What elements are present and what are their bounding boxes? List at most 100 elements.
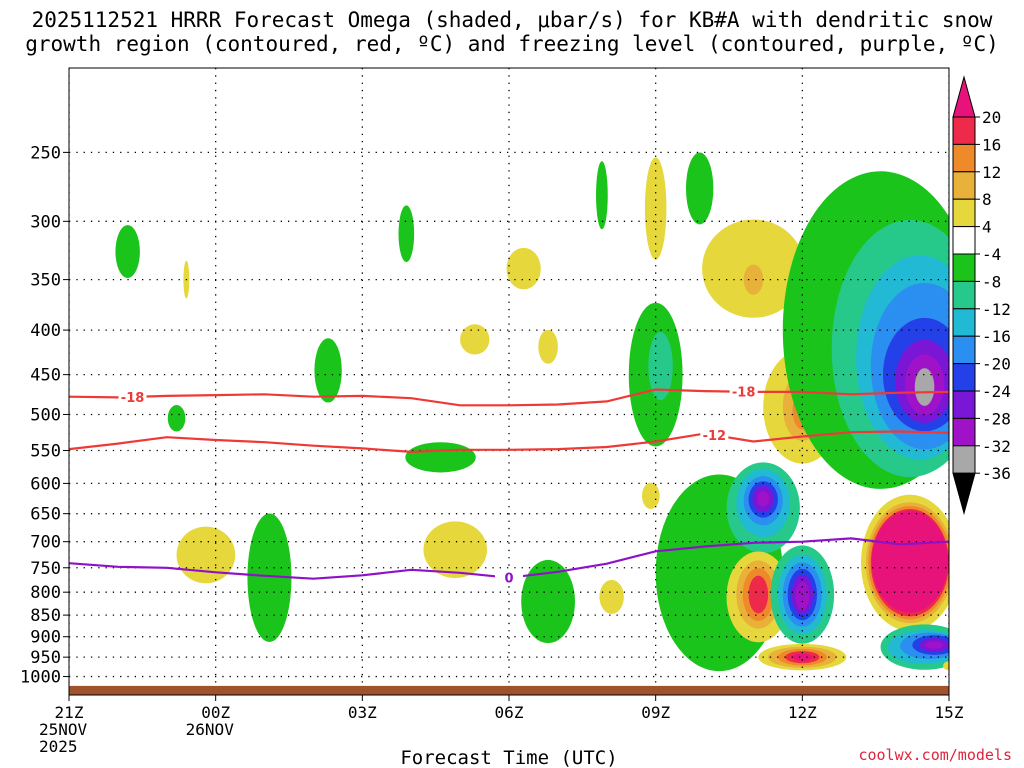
colorbar-segment [952, 253, 976, 282]
y-tick-label: 900 [30, 628, 61, 648]
omega-region [596, 161, 608, 230]
omega-region [176, 526, 236, 584]
isotherm-label: -18 [121, 391, 145, 406]
omega-region [599, 579, 624, 614]
omega-region [247, 513, 292, 643]
omega-region [641, 482, 660, 510]
omega-region [792, 653, 813, 661]
colorbar-segment [952, 198, 976, 228]
colorbar-label: 8 [982, 190, 992, 209]
y-tick-label: 400 [30, 321, 61, 341]
site-credit: coolwx.com/models [858, 746, 1012, 764]
colorbar-label: -32 [982, 437, 1011, 456]
colorbar: 20 16 12 8 4 -4 -8 -12 -16 -20 -24 -28 -32 -36 [952, 75, 1011, 516]
y-tick-label: 1000 [20, 668, 61, 688]
y-tick-label: 850 [30, 606, 61, 626]
colorbar-segment [952, 390, 976, 419]
colorbar-segment [952, 335, 976, 365]
colorbar-label: -28 [982, 409, 1011, 428]
y-tick-label: 700 [30, 533, 61, 553]
colorbar-segment [952, 280, 976, 310]
omega-region [881, 53, 901, 64]
x-tick-label: 25NOV [39, 720, 88, 739]
x-tick-label: 15Z [935, 703, 964, 722]
chart-title-line-2: growth region (contoured, red, ºC) and f… [25, 32, 999, 56]
colorbar-label: 16 [982, 135, 1001, 154]
omega-region [685, 152, 714, 225]
omega-region [115, 225, 140, 279]
y-tick-label: 300 [30, 212, 61, 232]
omega-region [506, 247, 541, 290]
isotherm-label: -18 [732, 386, 756, 401]
omega-region [757, 491, 770, 507]
omega-shading-layer [115, 53, 949, 672]
omega-region [748, 575, 769, 614]
colorbar-segment [952, 171, 976, 200]
omega-region [943, 661, 949, 671]
isotherm-line [69, 430, 949, 454]
x-tick-label: 03Z [348, 703, 377, 722]
y-tick-label: 600 [30, 474, 61, 494]
colorbar-label: 12 [982, 163, 1001, 182]
colorbar-label: -16 [982, 327, 1011, 346]
x-tick-label: 00Z [201, 703, 230, 722]
y-tick-label: 550 [30, 442, 61, 462]
y-tick-label: 250 [30, 143, 61, 163]
isotherm-label-bg [495, 569, 523, 586]
x-tick-label: 12Z [788, 703, 817, 722]
y-tick-label: 350 [30, 271, 61, 291]
omega-region [925, 641, 944, 649]
x-tick-label: 09Z [641, 703, 670, 722]
colorbar-under-arrow [952, 472, 976, 516]
x-tick-label: 2025 [39, 737, 78, 756]
isotherm-line [69, 388, 949, 407]
y-tick-label: 800 [30, 583, 61, 603]
omega-region [423, 521, 487, 579]
y-tick-label: 950 [30, 648, 61, 668]
colorbar-label: -12 [982, 300, 1011, 319]
omega-region [314, 338, 342, 403]
isotherm-label: -12 [703, 429, 727, 444]
omega-region [871, 510, 949, 613]
y-tick-label: 750 [30, 559, 61, 579]
omega-region [398, 205, 415, 263]
omega-region [538, 329, 558, 364]
gridlines [69, 68, 949, 695]
isotherm-label: 0 [504, 572, 513, 587]
y-tick-label: 500 [30, 405, 61, 425]
isotherm-label-bg [118, 388, 147, 405]
colorbar-segment [952, 308, 976, 337]
x-axis-title: Forecast Time (UTC) [400, 747, 617, 768]
isotherm-label-bg [700, 427, 729, 444]
colorbar-label: 20 [982, 108, 1001, 127]
y-tick-label: 450 [30, 366, 61, 386]
colorbar-over-arrow [952, 75, 976, 118]
omega-region [405, 442, 476, 473]
colorbar-label: -20 [982, 355, 1011, 374]
x-tick-label: 21Z [55, 703, 84, 722]
isotherm-layer: -18 -18 -12 0 [69, 383, 949, 587]
omega-region [648, 332, 673, 401]
x-tick-label: 26NOV [186, 720, 235, 739]
y-tick-label: 650 [30, 505, 61, 525]
colorbar-segment [952, 445, 976, 474]
colorbar-segment [952, 116, 976, 145]
colorbar-label: -36 [982, 464, 1011, 483]
y-axis: 2503003504004505005506006507007508008509… [20, 143, 69, 688]
x-tick-label: 06Z [495, 703, 524, 722]
colorbar-label: 4 [982, 218, 992, 237]
omega-region [460, 324, 490, 355]
colorbar-segment [952, 363, 976, 392]
colorbar-segment [952, 417, 976, 447]
colorbar-segment [952, 143, 976, 173]
omega-region [167, 404, 186, 432]
omega-region [521, 559, 575, 644]
colorbar-label: -24 [982, 382, 1011, 401]
omega-region [914, 368, 935, 406]
terrain-band [69, 685, 949, 695]
colorbar-label: -8 [982, 272, 1001, 291]
omega-region [795, 581, 810, 611]
colorbar-label: -4 [982, 245, 1001, 264]
